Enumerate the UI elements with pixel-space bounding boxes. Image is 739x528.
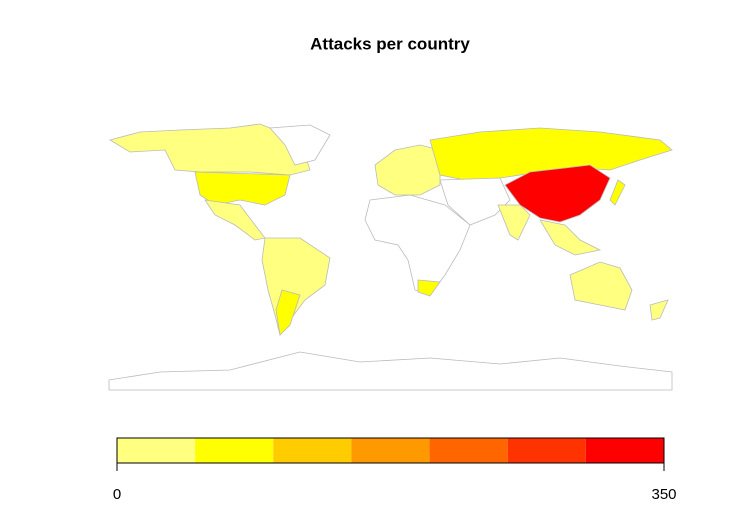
region — [439, 177, 511, 226]
chart-title: Attacks per country — [310, 34, 470, 53]
legend-swatch — [429, 438, 508, 463]
legend-swatch — [273, 438, 352, 463]
legend-swatch — [195, 438, 274, 463]
legend-swatch — [585, 438, 664, 463]
world-map — [108, 123, 673, 391]
region — [194, 171, 291, 206]
region — [204, 199, 266, 241]
region — [539, 219, 602, 256]
region — [609, 179, 626, 206]
legend-swatch — [117, 438, 196, 463]
legend-swatch — [351, 438, 430, 463]
region — [269, 124, 331, 166]
region — [504, 164, 611, 223]
tick-label: 0 — [113, 486, 121, 503]
region — [649, 299, 669, 321]
region — [417, 279, 441, 297]
legend-frame — [116, 437, 665, 464]
region — [569, 261, 633, 311]
region — [275, 289, 301, 336]
legend-swatch — [507, 438, 586, 463]
antarctica — [108, 351, 673, 391]
region — [497, 204, 531, 241]
region — [261, 237, 331, 336]
region — [108, 123, 311, 176]
region — [374, 144, 441, 196]
tick-label: 350 — [651, 486, 676, 503]
